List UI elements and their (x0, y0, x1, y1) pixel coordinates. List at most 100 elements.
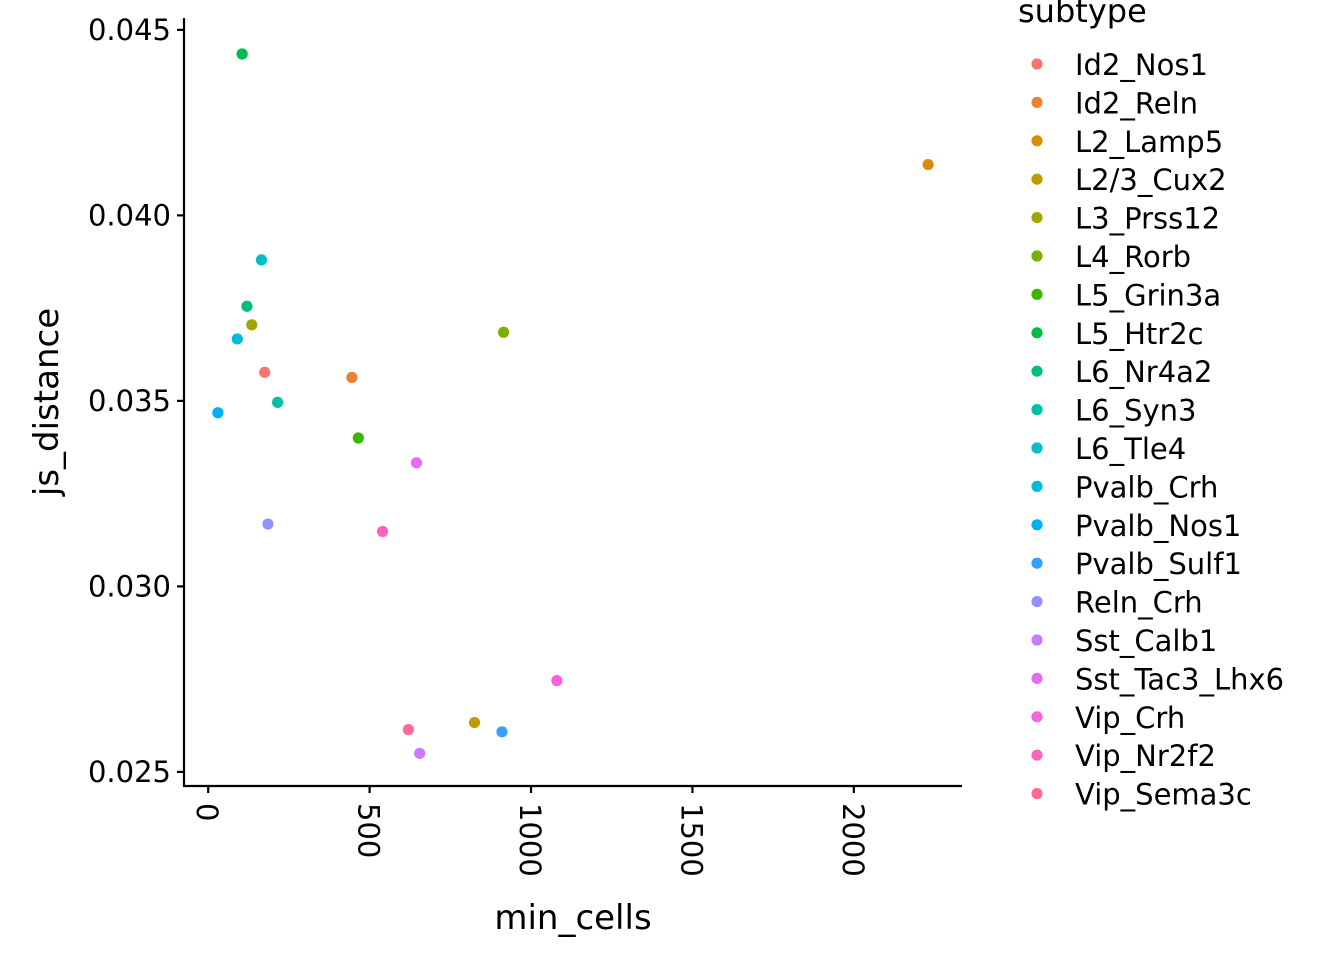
legend-key (1031, 749, 1043, 761)
legend-key (1031, 442, 1043, 454)
x-axis-ticks: 0 500 1000 1500 2000 (190, 786, 870, 877)
x-tick-label: 500 (352, 803, 386, 858)
legend-label: Pvalb_Sulf1 (1075, 547, 1242, 581)
point-l3-prss12 (246, 319, 258, 331)
legend-label: Id2_Nos1 (1075, 48, 1208, 82)
legend-title: subtype (1018, 0, 1147, 30)
point-reln-crh (262, 518, 274, 530)
point-l5-grin3a (352, 432, 364, 444)
point-pvalb-crh (231, 333, 243, 345)
point-pvalb-sulf1 (496, 726, 508, 738)
x-tick-label: 2000 (836, 803, 870, 877)
legend-label: Vip_Nr2f2 (1075, 739, 1216, 773)
legend-item: L3_Prss12 (1031, 202, 1220, 236)
legend-key (1031, 135, 1043, 147)
point-id2-reln (346, 371, 358, 384)
legend-label: L5_Grin3a (1075, 278, 1221, 312)
legend-key (1031, 250, 1043, 262)
legend-label: Sst_Tac3_Lhx6 (1075, 662, 1284, 696)
point-vip-crh (551, 675, 563, 687)
y-axis-title: js_distance (27, 308, 67, 497)
point-l4-rorb (497, 326, 510, 338)
legend-key (1031, 96, 1043, 108)
legend-key (1031, 788, 1043, 800)
legend-label: L2/3_Cux2 (1075, 163, 1227, 197)
legend-key (1031, 596, 1043, 608)
legend-item: Sst_Tac3_Lhx6 (1031, 662, 1284, 696)
point-pvalb-nos1 (212, 407, 224, 419)
legend-item: Vip_Crh (1031, 701, 1185, 735)
point-l6-syn3 (272, 396, 284, 408)
x-tick-label: 1500 (674, 803, 708, 877)
legend-item: L4_Rorb (1031, 240, 1191, 274)
legend-item: Vip_Sema3c (1031, 778, 1252, 812)
axes: 0.025 0.030 0.035 0.040 0.045 0 500 1000 1500 20… (88, 13, 962, 877)
point-sst-calb1 (414, 747, 426, 759)
legend-key (1031, 58, 1043, 70)
legend-label: L2_Lamp5 (1075, 125, 1223, 159)
y-tick-label: 0.025 (88, 755, 171, 789)
x-axis-title: min_cells (494, 898, 651, 938)
legend-item: Pvalb_Nos1 (1031, 509, 1241, 543)
legend-label: Pvalb_Crh (1075, 470, 1218, 504)
point-l5-htr2c (236, 48, 248, 60)
legend-item: Sst_Calb1 (1031, 624, 1217, 658)
legend-key (1031, 519, 1043, 531)
legend-label: Vip_Crh (1075, 701, 1185, 735)
y-tick-label: 0.040 (88, 198, 171, 232)
legend-item: L6_Nr4a2 (1031, 355, 1212, 389)
legend-label: Sst_Calb1 (1075, 624, 1217, 658)
legend-item: Pvalb_Sulf1 (1031, 547, 1242, 581)
legend-key (1031, 557, 1043, 569)
legend-key (1031, 365, 1043, 377)
legend-item: L6_Syn3 (1031, 394, 1197, 428)
legend-label: L6_Tle4 (1075, 432, 1186, 466)
legend-item: Id2_Reln (1031, 86, 1198, 120)
x-tick-label: 1000 (513, 803, 547, 877)
legend-item: Vip_Nr2f2 (1031, 739, 1216, 773)
legend-label: Id2_Reln (1075, 86, 1198, 120)
legend-label: L6_Nr4a2 (1075, 355, 1212, 389)
legend-label: Pvalb_Nos1 (1075, 509, 1241, 543)
legend-label: Reln_Crh (1075, 586, 1203, 620)
point-l6-nr4a2 (241, 300, 253, 312)
y-axis-ticks: 0.025 0.030 0.035 0.040 0.045 (88, 13, 184, 789)
legend-label: L4_Rorb (1075, 240, 1191, 274)
legend: subtype Id2_Nos1 Id2_Reln L2_Lamp5 L2/3_Cux… (1018, 0, 1284, 812)
legend-key (1031, 634, 1043, 646)
legend-items: Id2_Nos1 Id2_Reln L2_Lamp5 L2/3_Cux2 L3_Prss… (1031, 48, 1284, 812)
point-vip-sema3c (402, 724, 414, 736)
point-sst-tac3-lhx6 (410, 457, 423, 469)
legend-key (1031, 288, 1043, 300)
legend-item: Id2_Nos1 (1031, 48, 1208, 82)
legend-item: Pvalb_Crh (1031, 470, 1218, 504)
legend-key (1031, 480, 1043, 492)
legend-label: L6_Syn3 (1075, 394, 1197, 428)
point-l2-lamp5 (922, 158, 934, 171)
legend-item: Reln_Crh (1031, 586, 1203, 620)
legend-key (1031, 672, 1043, 685)
legend-label: L3_Prss12 (1075, 202, 1220, 236)
data-points (212, 48, 934, 759)
y-tick-label: 0.035 (88, 384, 171, 418)
legend-label: L5_Htr2c (1075, 317, 1204, 351)
point-vip-nr2f2 (376, 525, 389, 538)
legend-key (1031, 212, 1043, 224)
y-tick-label: 0.030 (88, 569, 171, 603)
point-l2-3-cux2 (468, 716, 481, 729)
legend-item: L5_Htr2c (1031, 317, 1204, 351)
x-tick-label: 0 (190, 803, 224, 821)
point-id2-nos1 (259, 366, 271, 378)
legend-key (1031, 711, 1043, 723)
legend-item: L2/3_Cux2 (1031, 163, 1227, 197)
legend-key (1031, 327, 1043, 339)
point-l6-tle4 (255, 254, 268, 266)
legend-item: L5_Grin3a (1031, 278, 1221, 312)
y-tick-label: 0.045 (88, 13, 171, 47)
legend-label: Vip_Sema3c (1075, 778, 1252, 812)
legend-key (1031, 173, 1043, 185)
legend-key (1031, 404, 1043, 416)
legend-item: L2_Lamp5 (1031, 125, 1223, 159)
legend-item: L6_Tle4 (1031, 432, 1186, 466)
